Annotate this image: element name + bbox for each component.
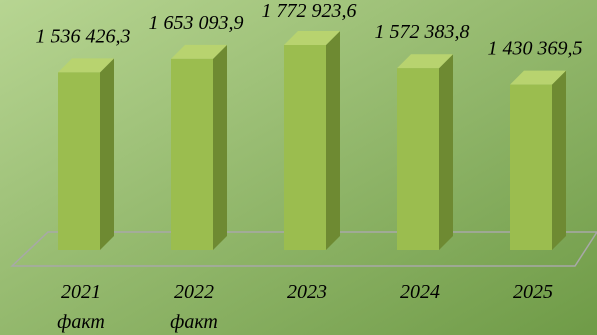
chart-floor: [10, 231, 597, 267]
bar-3: [397, 68, 439, 251]
bar-top-4: [510, 70, 566, 85]
data-label-3: 1 572 383,8: [375, 21, 470, 43]
data-label-1: 1 653 093,9: [149, 12, 244, 34]
bars-group: [58, 31, 566, 251]
bar-2: [284, 45, 326, 250]
data-label-0: 1 536 426,3: [36, 25, 131, 47]
bar-0: [58, 72, 100, 250]
category-label-2: 2023: [287, 281, 327, 303]
category-label-1: 2022: [174, 281, 214, 303]
category-labels-group: 2021 факт 2022 факт 2023 2024 2025: [57, 281, 553, 333]
data-labels-group: 1 536 426,3 1 653 093,9 1 772 923,6 1 572 3…: [36, 0, 583, 60]
bar-4: [510, 84, 552, 250]
bar-side-1: [213, 44, 227, 250]
bar-top-1: [171, 44, 227, 59]
data-label-4: 1 430 369,5: [488, 38, 583, 60]
bar-1: [171, 58, 213, 250]
bar-top-2: [284, 31, 340, 45]
category-label-0-line2: факт: [57, 311, 105, 333]
bar-side-4: [552, 70, 566, 250]
category-label-1-line2: факт: [170, 311, 218, 333]
data-label-2: 1 772 923,6: [262, 0, 357, 22]
floor-plane: [10, 231, 597, 267]
category-label-3: 2024: [400, 281, 440, 303]
bar-top-0: [58, 58, 114, 73]
bar-side-0: [100, 58, 114, 250]
category-label-0: 2021: [61, 281, 101, 303]
bar-top-3: [397, 54, 453, 69]
bar-side-2: [326, 31, 340, 250]
category-label-4: 2025: [513, 281, 553, 303]
bar-side-3: [439, 54, 453, 250]
